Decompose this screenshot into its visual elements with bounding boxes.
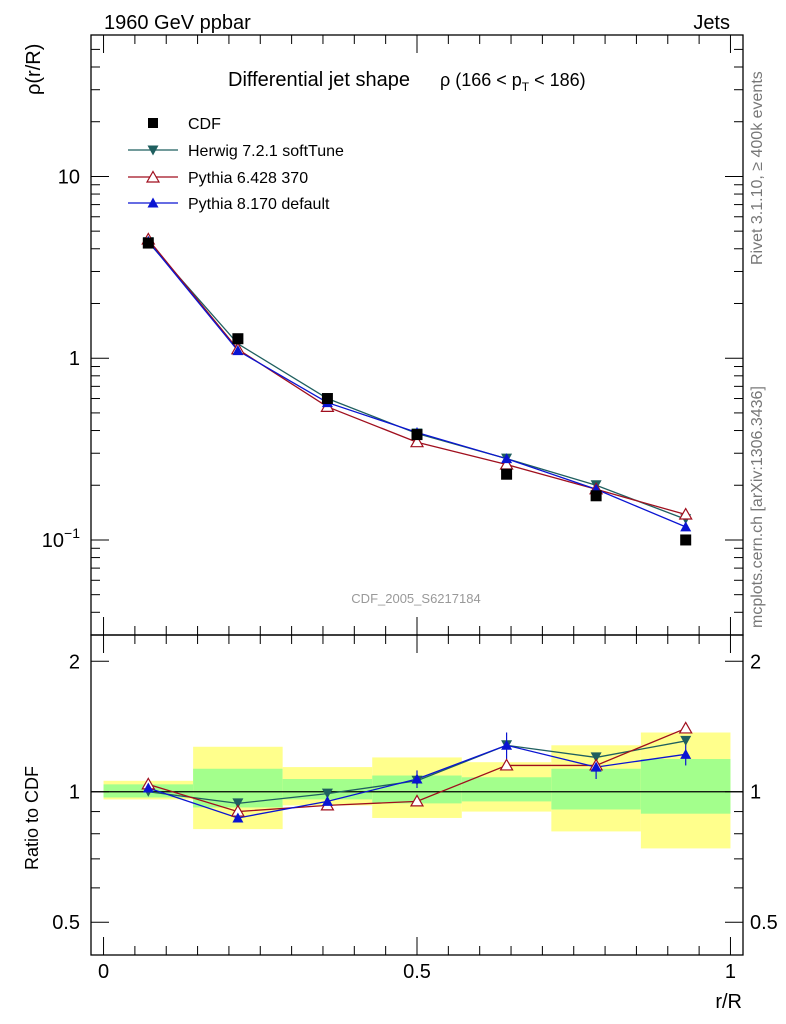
main-point-cdf bbox=[680, 534, 692, 546]
main-point-pythia8 bbox=[232, 345, 244, 356]
ratio-ylabel: Ratio to CDF bbox=[22, 766, 42, 870]
main-point-pythia8 bbox=[680, 521, 692, 532]
ratio-point-pythia8 bbox=[411, 773, 423, 784]
main-point-cdf bbox=[501, 468, 513, 480]
main-line-pythia6 bbox=[147, 239, 686, 516]
main-point-cdf bbox=[232, 333, 244, 345]
ratio-point-pythia6 bbox=[499, 758, 514, 771]
main-ytick-label-base: 10 bbox=[42, 530, 64, 552]
main-point-pythia6 bbox=[409, 434, 425, 448]
main-ytick-label-base: 10 bbox=[58, 166, 80, 188]
ratio-band-inner bbox=[461, 777, 552, 802]
ratio-ytick-label-right: 0.5 bbox=[750, 912, 778, 934]
main-ytick-label: 1 bbox=[69, 348, 80, 370]
main-point-cdf bbox=[590, 490, 602, 502]
ratio-xlabel: r/R bbox=[715, 991, 742, 1013]
main-marks bbox=[141, 232, 693, 546]
main-line-pythia8 bbox=[147, 240, 686, 528]
header-right: Jets bbox=[693, 12, 730, 34]
ratio-xtick-label: 0.5 bbox=[403, 961, 431, 983]
ratio-ytick-label-right: 1 bbox=[750, 782, 761, 804]
legend-entry-pythia6: Pythia 6.428 370 bbox=[128, 170, 308, 187]
ratio-point-pythia8 bbox=[501, 739, 513, 750]
watermark: CDF_2005_S6217184 bbox=[351, 591, 480, 606]
ratio-point-pythia8 bbox=[680, 748, 692, 759]
main-title-sub: ρ (166 < pT < 186) bbox=[440, 70, 586, 94]
legend-entry-pythia8: Pythia 8.170 default bbox=[128, 196, 330, 213]
main-point-cdf bbox=[411, 429, 423, 441]
mcplots-label: mcplots.cern.ch [arXiv:1306.3436] bbox=[749, 386, 766, 628]
legend-label-herwig: Herwig 7.2.1 softTune bbox=[188, 143, 344, 160]
main-ytick-label: 10 bbox=[58, 166, 80, 188]
ratio-point-pythia8 bbox=[142, 782, 154, 793]
ratio-marks bbox=[141, 721, 693, 823]
main-point-cdf bbox=[321, 393, 333, 405]
legend-marker-herwig bbox=[147, 145, 159, 156]
ratio-point-pythia6 bbox=[409, 794, 425, 807]
main-ytick-label-exp: −1 bbox=[64, 525, 80, 541]
main-point-pythia6 bbox=[678, 507, 693, 520]
legend-entry-cdf: CDF bbox=[148, 116, 221, 133]
ratio-ytick-label-left: 0.5 bbox=[52, 912, 80, 934]
main-point-cdf bbox=[142, 237, 154, 249]
ratio-ytick-label-left: 1 bbox=[69, 782, 80, 804]
ratio-point-herwig bbox=[680, 735, 692, 746]
main-title-sub-suffix: < 186) bbox=[529, 70, 586, 90]
main-title-sub-subscript: T bbox=[522, 80, 530, 94]
rivet-label: Rivet 3.1.10, ≥ 400k events bbox=[749, 71, 766, 265]
ratio-axis-ticks: 2 2 1 1 0.5 0.5 0 0.5 1 bbox=[52, 635, 778, 983]
legend-label-pythia6: Pythia 6.428 370 bbox=[188, 170, 308, 187]
ratio-xtick-label: 0 bbox=[98, 961, 109, 983]
ratio-point-herwig bbox=[321, 788, 333, 799]
legend-label-cdf: CDF bbox=[188, 116, 221, 133]
ratio-point-pythia8 bbox=[232, 812, 244, 823]
ratio-band-inner bbox=[640, 759, 731, 814]
ratio-plot-panel: 2 2 1 1 0.5 0.5 0 0.5 1 Ratio to CDF r/R bbox=[22, 634, 778, 1013]
ratio-point-herwig bbox=[232, 798, 244, 809]
ratio-point-herwig bbox=[590, 752, 602, 763]
legend-marker-cdf bbox=[148, 118, 158, 128]
legend-marker-pythia8 bbox=[147, 197, 159, 208]
header-left: 1960 GeV ppbar bbox=[104, 12, 251, 34]
main-title: Differential jet shape bbox=[228, 69, 410, 91]
legend-label-pythia8: Pythia 8.170 default bbox=[188, 196, 330, 213]
ratio-point-pythia8 bbox=[321, 795, 333, 806]
ratio-ytick-label-right: 2 bbox=[750, 651, 761, 673]
legend: CDF Herwig 7.2.1 softTune Pythia 6.428 3… bbox=[128, 116, 344, 213]
legend-marker-pythia6 bbox=[145, 170, 161, 183]
ratio-point-pythia6 bbox=[678, 721, 693, 734]
main-ytick-label: 10−1 bbox=[42, 525, 80, 552]
legend-entry-herwig: Herwig 7.2.1 softTune bbox=[128, 143, 344, 160]
main-point-pythia8 bbox=[501, 453, 513, 464]
main-title-sub-prefix: ρ (166 < p bbox=[440, 70, 522, 90]
ratio-point-pythia8 bbox=[590, 761, 602, 772]
main-line-herwig bbox=[147, 241, 686, 520]
main-ytick-label-base: 1 bbox=[69, 348, 80, 370]
ratio-xtick-label: 1 bbox=[725, 961, 736, 983]
main-ylabel: ρ(r/R) bbox=[23, 44, 45, 95]
ratio-ytick-label-left: 2 bbox=[69, 651, 80, 673]
